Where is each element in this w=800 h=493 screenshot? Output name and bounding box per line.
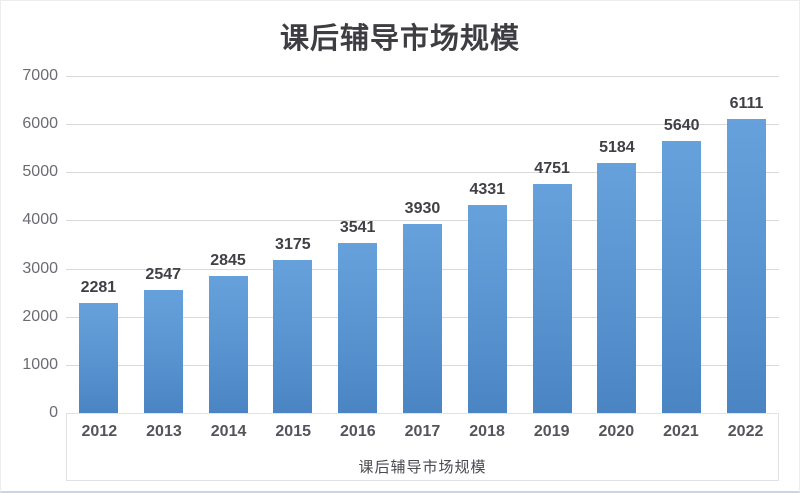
x-category-label: 2017 <box>404 423 441 440</box>
x-category-label: 2014 <box>210 423 247 440</box>
bar-column: 4751 <box>520 76 584 413</box>
bar-column: 3541 <box>326 76 390 413</box>
y-tick-label: 5000 <box>22 163 58 181</box>
bar-column: 2547 <box>131 76 195 413</box>
bar-column: 5640 <box>650 76 714 413</box>
y-tick-label: 2000 <box>22 307 58 325</box>
bar-value-label: 2845 <box>210 252 246 270</box>
bar-value-label: 2547 <box>145 266 182 284</box>
x-category-label: 2022 <box>727 423 764 440</box>
gridline <box>66 76 779 77</box>
bar-value-label: 2281 <box>80 279 117 297</box>
bar <box>273 260 313 413</box>
gridline <box>66 172 779 174</box>
gridline <box>66 220 779 222</box>
x-category-label: 2015 <box>275 423 311 440</box>
bar-value-label: 5640 <box>663 117 700 135</box>
y-tick-label: 6000 <box>22 115 58 133</box>
y-tick-label: 4000 <box>22 211 58 229</box>
bar <box>143 290 183 413</box>
chart-title: 课后辅导市场规模 <box>279 23 520 55</box>
bar-column: 5184 <box>585 76 649 413</box>
x-category-label: 2012 <box>81 423 118 440</box>
bar <box>208 276 248 413</box>
x-category-label: 2013 <box>146 423 182 440</box>
y-tick-label: 1000 <box>22 355 58 373</box>
bar-value-label: 4751 <box>534 160 570 178</box>
bar <box>662 141 702 413</box>
bar-column: 4331 <box>455 76 519 413</box>
x-category-label: 2020 <box>598 423 635 440</box>
bar-value-label: 6111 <box>729 94 764 112</box>
y-tick-label: 7000 <box>22 67 58 84</box>
bar-value-label: 3930 <box>404 199 441 217</box>
bar <box>532 184 572 413</box>
gridline <box>66 124 779 126</box>
bar <box>402 223 442 413</box>
x-category-label: 2019 <box>533 423 570 440</box>
x-axis-categories: 2012 2013 2014 2015 2016 2017 2018 2019 2020 2021… <box>67 423 778 441</box>
x-category-label: 2018 <box>469 423 505 440</box>
x-axis-band: 2012 2013 2014 2015 2016 2017 2018 2019 2020 2021… <box>66 413 779 481</box>
y-tick-label: 0 <box>49 404 58 421</box>
plot-area: 2281 2547 2845 3175 3541 3930 4331 4751 5184 5640… <box>66 76 779 414</box>
y-tick-label: 3000 <box>22 259 58 277</box>
bar <box>338 242 378 413</box>
bar-value-label: 4331 <box>469 180 506 198</box>
bar-column: 3930 <box>390 76 454 413</box>
bar <box>727 118 767 413</box>
bar-series: 2281 2547 2845 3175 3541 3930 4331 4751 5184 5640… <box>66 76 779 413</box>
bar-value-label: 3541 <box>339 218 376 236</box>
bar <box>467 204 507 413</box>
bar-column: 6111 <box>715 76 779 413</box>
bar <box>597 163 637 413</box>
y-axis: 0 1000 2000 3000 4000 5000 6000 7000 <box>1 1 58 491</box>
bar-value-label: 3175 <box>275 236 311 254</box>
bar <box>78 303 118 413</box>
bar-column: 2845 <box>196 76 260 413</box>
bar-column: 3175 <box>261 76 325 413</box>
bar-column: 2281 <box>66 76 130 413</box>
bar-value-label: 5184 <box>599 139 635 157</box>
x-category-label: 2021 <box>663 423 699 440</box>
x-category-label: 2016 <box>340 423 376 440</box>
x-axis-title: 课后辅导市场规模 <box>358 459 487 476</box>
